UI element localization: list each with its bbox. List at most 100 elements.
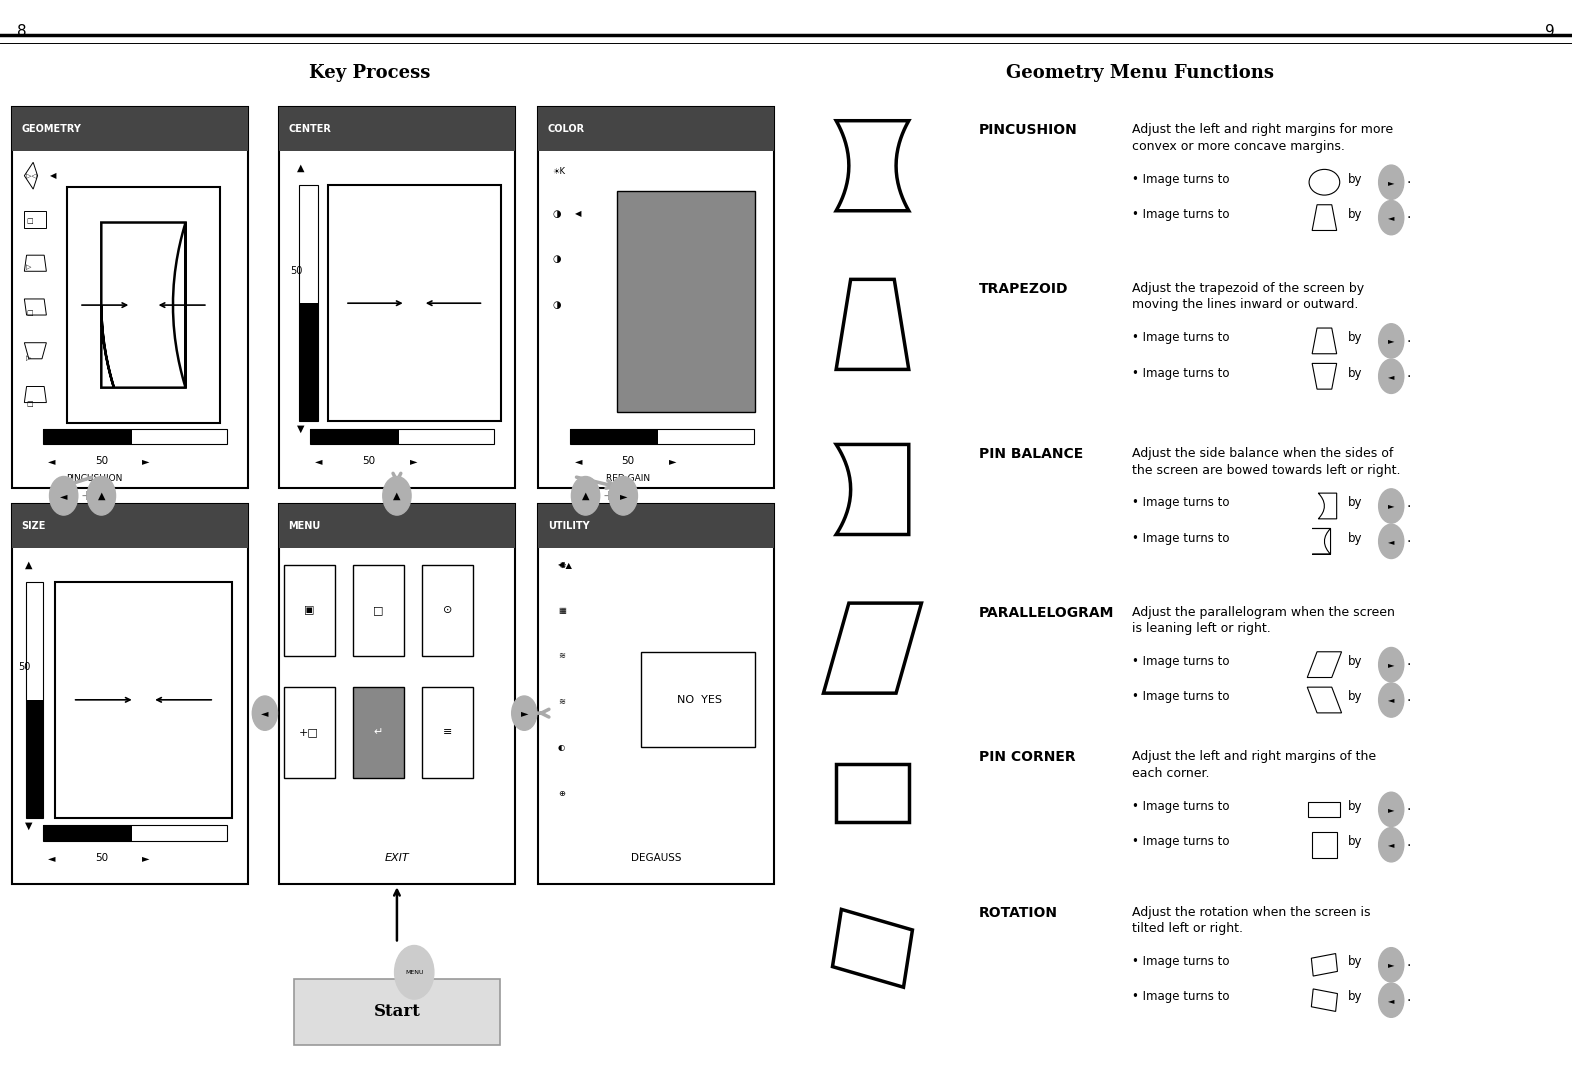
Text: .: . <box>1407 834 1412 849</box>
Text: .: . <box>1407 366 1412 381</box>
Text: ↵: ↵ <box>374 727 382 738</box>
Text: by: by <box>1349 532 1363 545</box>
Text: ◄: ◄ <box>1388 696 1394 704</box>
Bar <box>616 191 755 412</box>
Text: ◄: ◄ <box>1388 537 1394 546</box>
Circle shape <box>50 476 79 516</box>
Bar <box>55 582 233 818</box>
Text: PIN BALANCE: PIN BALANCE <box>978 447 1083 461</box>
Text: RED GAIN: RED GAIN <box>605 474 651 482</box>
Text: 50: 50 <box>362 456 376 466</box>
Text: PINCUSHION: PINCUSHION <box>978 123 1077 137</box>
Text: 50: 50 <box>19 662 30 672</box>
Text: • Image turns to: • Image turns to <box>1132 800 1229 813</box>
Text: ►: ► <box>670 456 676 466</box>
Circle shape <box>384 476 412 516</box>
Text: +: + <box>82 489 93 503</box>
Text: ▷: ▷ <box>27 264 31 270</box>
Circle shape <box>1379 683 1404 717</box>
Text: by: by <box>1349 835 1363 848</box>
Bar <box>13 504 248 884</box>
Text: ◄: ◄ <box>1388 996 1394 1004</box>
Bar <box>539 504 775 884</box>
Text: Adjust the side balance when the sides of
the screen are bowed towards left or r: Adjust the side balance when the sides o… <box>1132 447 1401 477</box>
Bar <box>299 185 319 421</box>
Bar <box>571 429 755 444</box>
Text: 50: 50 <box>94 456 108 466</box>
Text: ►: ► <box>410 456 417 466</box>
Text: MENU: MENU <box>289 521 321 531</box>
Text: • Image turns to: • Image turns to <box>1132 991 1229 1003</box>
Text: • Image turns to: • Image turns to <box>1132 690 1229 703</box>
Text: ▷: ▷ <box>27 356 31 361</box>
Text: • Image turns to: • Image turns to <box>1132 655 1229 668</box>
Bar <box>44 429 226 444</box>
Text: Adjust the left and right margins for more
convex or more concave margins.: Adjust the left and right margins for mo… <box>1132 123 1393 153</box>
Bar <box>421 565 473 656</box>
Text: • Image turns to: • Image turns to <box>1132 955 1229 968</box>
Text: • Image turns to: • Image turns to <box>1132 331 1229 344</box>
Text: ⚙▲: ⚙▲ <box>558 561 572 569</box>
Text: ◄: ◄ <box>575 456 582 466</box>
Bar <box>44 825 226 840</box>
Text: ▼: ▼ <box>297 423 305 434</box>
Text: UTILITY: UTILITY <box>549 521 590 531</box>
Text: +: + <box>604 489 615 503</box>
Text: ◄: ◄ <box>49 456 55 466</box>
Text: Key Process: Key Process <box>308 64 431 83</box>
Text: GEOMETRY: GEOMETRY <box>22 124 82 134</box>
Circle shape <box>610 476 638 516</box>
Circle shape <box>395 946 434 999</box>
Text: PIN CORNER: PIN CORNER <box>978 750 1075 764</box>
Text: ▦: ▦ <box>558 606 566 615</box>
Bar <box>13 504 248 548</box>
Text: .: . <box>1407 799 1412 814</box>
Text: Geometry Menu Functions: Geometry Menu Functions <box>1006 64 1273 83</box>
Text: ≡: ≡ <box>443 727 451 738</box>
Text: • Image turns to: • Image turns to <box>1132 496 1229 509</box>
Text: ▲: ▲ <box>393 491 401 501</box>
Text: 50: 50 <box>94 852 108 863</box>
Circle shape <box>572 476 601 516</box>
Text: ⊙: ⊙ <box>443 606 451 615</box>
Circle shape <box>1379 324 1404 358</box>
Text: .: . <box>1407 207 1412 222</box>
Text: ▲: ▲ <box>97 491 105 501</box>
Bar <box>66 188 220 423</box>
Text: by: by <box>1349 955 1363 968</box>
Text: by: by <box>1349 690 1363 703</box>
Circle shape <box>1379 200 1404 235</box>
Bar <box>27 700 44 818</box>
Text: ▣: ▣ <box>303 606 314 615</box>
Circle shape <box>1379 647 1404 682</box>
Text: ▷◁: ▷◁ <box>27 173 36 179</box>
Text: ◑: ◑ <box>553 209 561 219</box>
Text: .: . <box>1407 172 1412 187</box>
Text: MENU: MENU <box>406 970 423 974</box>
Circle shape <box>1379 359 1404 393</box>
Text: 9: 9 <box>1545 24 1555 39</box>
Text: □: □ <box>27 310 33 315</box>
Bar <box>299 303 319 421</box>
Text: +□: +□ <box>299 727 319 738</box>
Bar <box>1311 954 1338 976</box>
Circle shape <box>252 696 277 730</box>
Bar <box>44 825 132 840</box>
Bar <box>27 582 44 818</box>
Bar <box>329 185 501 421</box>
Text: by: by <box>1349 655 1363 668</box>
Bar <box>13 107 248 488</box>
Text: ◄: ◄ <box>60 491 68 501</box>
Text: NO  YES: NO YES <box>678 695 722 704</box>
Text: ◄: ◄ <box>261 709 269 718</box>
Text: ▲: ▲ <box>25 560 33 569</box>
Text: ◀: ◀ <box>50 172 57 180</box>
Circle shape <box>1379 948 1404 982</box>
Bar <box>283 565 335 656</box>
Bar <box>641 652 755 747</box>
Text: ◑: ◑ <box>553 300 561 310</box>
Text: SIZE: SIZE <box>22 521 46 531</box>
Bar <box>44 429 132 444</box>
Text: ▲: ▲ <box>297 163 305 173</box>
Text: by: by <box>1349 991 1363 1003</box>
